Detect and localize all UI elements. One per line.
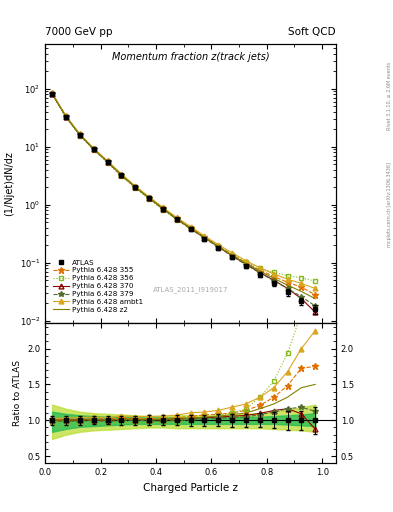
Text: 7000 GeV pp: 7000 GeV pp [45,27,113,37]
Text: mcplots.cern.ch [arXiv:1306.3436]: mcplots.cern.ch [arXiv:1306.3436] [387,162,392,247]
Y-axis label: Ratio to ATLAS: Ratio to ATLAS [13,360,22,426]
X-axis label: Charged Particle z: Charged Particle z [143,483,238,493]
Text: Momentum fraction z(track jets): Momentum fraction z(track jets) [112,52,270,62]
Text: Soft QCD: Soft QCD [288,27,336,37]
Y-axis label: (1/Njet)dN/dz: (1/Njet)dN/dz [4,151,14,216]
Legend: ATLAS, Pythia 6.428 355, Pythia 6.428 356, Pythia 6.428 370, Pythia 6.428 379, P: ATLAS, Pythia 6.428 355, Pythia 6.428 35… [52,258,145,314]
Text: Rivet 3.1.10, ≥ 2.6M events: Rivet 3.1.10, ≥ 2.6M events [387,61,392,130]
Text: ATLAS_2011_I919017: ATLAS_2011_I919017 [153,286,228,293]
